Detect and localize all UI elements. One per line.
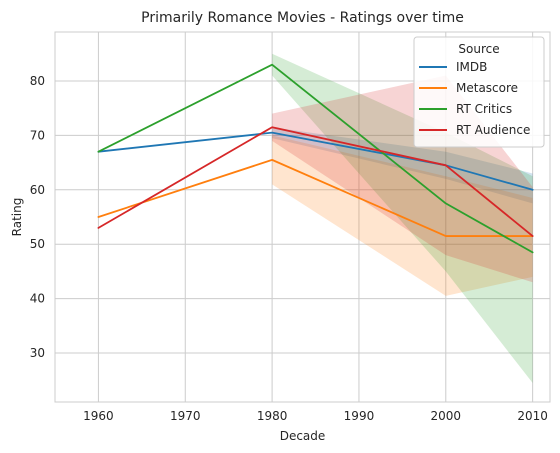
- series-line: [97, 158, 534, 237]
- y-axis-label: Rating: [10, 198, 24, 237]
- y-tick-label: 40: [30, 292, 45, 306]
- legend: Source IMDB Metascore RT Critics RT Audienc…: [413, 36, 545, 148]
- confidence-band: [272, 127, 533, 204]
- series-line: [97, 131, 534, 191]
- legend-label: Metascore: [456, 81, 518, 95]
- y-tick-label: 30: [30, 346, 45, 360]
- series-lines: [97, 63, 534, 254]
- x-tick-label: 1970: [170, 409, 201, 423]
- x-tick-label: 1980: [257, 409, 288, 423]
- legend-label: RT Critics: [456, 102, 512, 116]
- legend-box: [413, 36, 545, 148]
- y-tick-label: 50: [30, 237, 45, 251]
- legend-label: IMDB: [456, 60, 487, 74]
- legend-label: RT Audience: [456, 123, 530, 137]
- y-tick-label: 70: [30, 128, 45, 142]
- y-tick-label: 80: [30, 74, 45, 88]
- series-line: [97, 63, 534, 254]
- confidence-band: [272, 53, 533, 383]
- confidence-band: [272, 135, 533, 296]
- x-tick-label: 2000: [431, 409, 462, 423]
- x-tick-label: 1990: [344, 409, 375, 423]
- tick-labels: 1960 1970 1980 1990 2000 2010 30 40 50 60 70 80: [30, 74, 548, 423]
- x-tick-label: 2010: [517, 409, 548, 423]
- chart-title: Primarily Romance Movies - Ratings over …: [141, 10, 464, 26]
- legend-items: IMDB Metascore RT Critics RT Audience: [419, 60, 530, 137]
- series-line: [97, 126, 534, 237]
- y-tick-label: 60: [30, 183, 45, 197]
- x-axis-label: Decade: [280, 429, 326, 443]
- plot-frame: [54, 31, 551, 403]
- x-tick-label: 1960: [83, 409, 114, 423]
- legend-title: Source: [458, 42, 499, 56]
